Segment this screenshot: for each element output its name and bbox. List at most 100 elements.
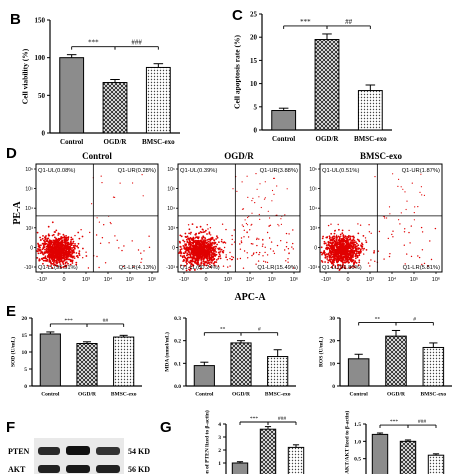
bar: [267, 356, 289, 387]
flow-event: [184, 251, 186, 253]
flow-event: [354, 243, 356, 246]
blot-label-akt: AKT: [8, 465, 26, 474]
flow-event: [52, 233, 55, 236]
flow-plot-2: OGD/R Q1-UL(0.39%) Q1-UR(3.88%) Q1-LL(80.24…: [166, 151, 301, 283]
flow-event: [266, 254, 269, 256]
flow-event: [191, 257, 194, 259]
flow-event: [207, 240, 210, 243]
flow-event: [187, 256, 190, 259]
flow-event: [180, 264, 182, 267]
flow-event: [201, 236, 203, 239]
flow-event: [182, 255, 184, 258]
flow-event: [73, 246, 76, 249]
flow-event: [91, 203, 93, 205]
flow-event: [225, 254, 227, 256]
flow-event: [114, 235, 116, 237]
flow-event: [336, 264, 339, 267]
flow-event: [339, 245, 342, 248]
flow-event: [70, 236, 73, 239]
flow-event: [328, 251, 331, 254]
flow-event: [179, 254, 182, 257]
flow-event: [64, 236, 67, 239]
flow-event: [64, 264, 67, 267]
blot-band: [96, 465, 120, 473]
flow-event: [231, 243, 233, 246]
flow-event: [191, 258, 194, 261]
flow-event: [208, 232, 211, 235]
y-tick-label: 0.3: [174, 316, 181, 322]
flow-event: [336, 238, 338, 240]
flow-event: [292, 229, 294, 231]
flow-event: [80, 229, 82, 231]
flow-event: [189, 233, 192, 235]
flow-event: [272, 250, 275, 252]
flow-event: [341, 229, 344, 232]
flow-event: [189, 248, 191, 250]
flow-event: [184, 256, 187, 259]
x-tick-label: Control: [272, 135, 295, 143]
x-tick-label: 10⁴: [246, 276, 255, 283]
flow-event: [39, 236, 41, 239]
flow-event: [264, 251, 266, 254]
flow-event: [212, 259, 215, 261]
flow-event: [257, 260, 260, 262]
significance-label: ***: [250, 416, 259, 422]
flow-event: [209, 266, 211, 268]
bar: [357, 90, 383, 131]
bar: [193, 365, 215, 387]
flow-event: [413, 212, 415, 214]
flow-event: [350, 241, 353, 244]
flow-event: [195, 254, 198, 256]
flow-event: [403, 244, 405, 246]
flow-event: [256, 237, 258, 239]
flow-event: [213, 239, 215, 241]
flow-event: [201, 238, 203, 240]
flow-event: [324, 256, 327, 259]
flow-event: [202, 260, 205, 263]
flow-event: [344, 250, 346, 253]
x-tick-label: 0: [204, 277, 207, 283]
y-tick-label: -10³: [24, 265, 33, 271]
flow-event: [344, 255, 346, 258]
flow-event: [344, 235, 347, 238]
flow-event: [356, 247, 358, 249]
flow-event: [210, 249, 213, 252]
flow-event: [46, 239, 48, 242]
flow-event: [267, 210, 269, 212]
flow-event: [292, 242, 294, 245]
flow-event: [51, 267, 54, 269]
flow-event: [191, 223, 194, 226]
quadrant-label-ll: Q1-LL(95.51%): [38, 265, 78, 271]
flow-event: [59, 263, 62, 265]
flow-event: [192, 241, 195, 244]
flow-event: [60, 257, 62, 260]
flow-event: [196, 226, 198, 229]
flow-event: [232, 256, 235, 259]
flow-event: [44, 255, 47, 258]
flow-event: [256, 244, 258, 247]
flow-event: [353, 246, 355, 248]
flow-event: [194, 269, 196, 271]
flow-event: [352, 247, 354, 250]
flow-event: [365, 239, 367, 242]
flow-event: [351, 241, 354, 244]
flow-event: [410, 255, 413, 258]
flow-event: [197, 257, 199, 260]
flow-event: [251, 200, 253, 202]
x-tick-label: OGD/R: [104, 138, 128, 146]
flow-event: [356, 256, 359, 259]
bar-chart-g2: 0.00.51.01.5n of p-AKT/AKT lized to β-ac…: [343, 411, 445, 474]
bar: [427, 454, 445, 474]
flow-event: [202, 258, 205, 261]
flow-event: [212, 253, 215, 256]
flow-event: [89, 231, 91, 234]
flow-event: [370, 232, 372, 234]
flow-event: [357, 223, 359, 225]
flow-event: [253, 252, 255, 254]
flow-event: [70, 240, 72, 243]
flow-event: [200, 262, 203, 265]
flow-event: [194, 248, 197, 251]
flow-event: [330, 256, 333, 259]
y-tick-label: 3: [218, 435, 221, 441]
flow-event: [343, 261, 346, 264]
